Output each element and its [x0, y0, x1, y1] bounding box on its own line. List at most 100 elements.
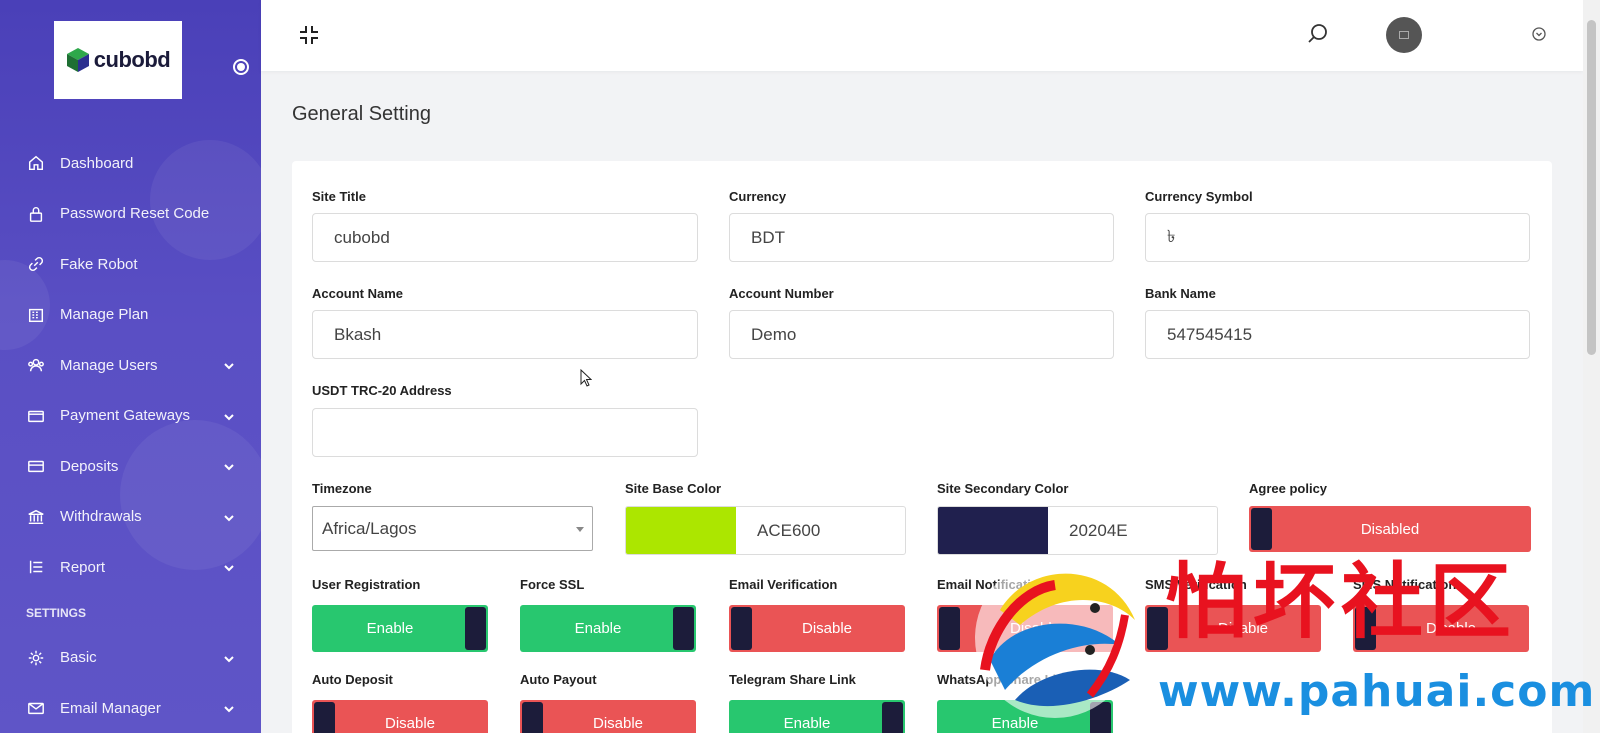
envelope-icon	[26, 698, 46, 718]
fullscreen-exit-icon[interactable]	[298, 24, 320, 46]
toggle-knob	[1251, 508, 1272, 550]
base-color-picker[interactable]: ACE600	[625, 506, 906, 555]
email-notification-toggle[interactable]: Disable	[937, 605, 1113, 652]
secondary-color-picker[interactable]: 20204E	[937, 506, 1218, 555]
sidebar-item-manage-users[interactable]: Manage Users	[0, 340, 261, 391]
email-verification-label: Email Verification	[729, 577, 838, 592]
sidebar-item-password-reset-code[interactable]: Password Reset Code	[0, 189, 261, 240]
sidebar-item-basic[interactable]: Basic	[0, 633, 261, 684]
gear-icon	[26, 648, 46, 668]
toggle-state-label: Disable	[384, 715, 436, 732]
chevron-down-icon[interactable]	[1532, 27, 1546, 41]
base-color-value[interactable]: ACE600	[757, 520, 821, 540]
usdt-address-input[interactable]	[312, 408, 698, 457]
user-registration-toggle[interactable]: Enable	[312, 605, 488, 652]
auto-deposit-label: Auto Deposit	[312, 672, 393, 687]
telegram-share-link-toggle[interactable]: Enable	[729, 700, 905, 733]
toggle-knob	[1147, 607, 1168, 650]
chevron-down-icon	[223, 511, 235, 523]
sidebar-item-withdrawals[interactable]: Withdrawals	[0, 492, 261, 543]
currency-symbol-input[interactable]	[1145, 213, 1530, 262]
brand-logo[interactable]: cubobd	[54, 21, 182, 99]
sidebar-item-payment-gateways[interactable]: Payment Gateways	[0, 391, 261, 442]
sidebar-item-label: Manage Plan	[60, 306, 149, 324]
sidebar-item-label: Password Reset Code	[60, 205, 210, 223]
toggle-knob	[731, 607, 752, 650]
user-registration-label: User Registration	[312, 577, 421, 592]
toggle-state-label: Disabled	[1360, 520, 1420, 538]
toggle-knob	[1355, 607, 1376, 650]
site-title-input[interactable]	[312, 213, 698, 262]
secondary-color-value[interactable]: 20204E	[1069, 520, 1128, 540]
toggle-state-label: Disable	[801, 620, 853, 637]
sidebar-item-dashboard[interactable]: Dashboard	[0, 138, 261, 189]
sidebar-item-label: Basic	[60, 649, 97, 667]
toggle-knob	[882, 702, 903, 733]
sidebar-section-heading: SETTINGS	[26, 605, 87, 620]
currency-symbol-label: Currency Symbol	[1145, 189, 1253, 204]
auto-payout-toggle[interactable]: Disable	[520, 700, 696, 733]
force-ssl-toggle[interactable]: Enable	[520, 605, 696, 652]
auto-payout-label: Auto Payout	[520, 672, 597, 687]
account-number-label: Account Number	[729, 286, 834, 301]
sms-verification-label: SMS Verification	[1145, 577, 1247, 592]
secondary-color-label: Site Secondary Color	[937, 481, 1069, 496]
scrollbar-thumb[interactable]	[1587, 20, 1596, 355]
currency-input[interactable]	[729, 213, 1114, 262]
sidebar-toggle-button[interactable]	[233, 59, 249, 75]
toggle-state-label: Enable	[991, 715, 1039, 732]
account-number-input[interactable]	[729, 310, 1114, 359]
account-name-label: Account Name	[312, 286, 404, 301]
sidebar-item-deposits[interactable]: Deposits	[0, 441, 261, 492]
agree-policy-toggle[interactable]: Disabled	[1249, 506, 1531, 552]
image-placeholder-icon	[1399, 31, 1409, 39]
users-icon	[26, 355, 46, 375]
page-scrollbar[interactable]	[1583, 0, 1600, 733]
toggle-knob	[522, 702, 543, 733]
link-icon	[26, 254, 46, 274]
toggle-knob	[673, 607, 694, 650]
sms-verification-toggle[interactable]: Disable	[1145, 605, 1321, 652]
secondary-color-swatch[interactable]	[938, 507, 1048, 554]
whatsapp-share-link-toggle[interactable]: Enable	[937, 700, 1113, 733]
brand-name: cubobd	[93, 47, 171, 72]
chevron-down-icon	[223, 359, 235, 371]
toggle-state-label: Enable	[366, 620, 414, 637]
bank-name-input[interactable]	[1145, 310, 1530, 359]
lock-icon	[26, 204, 46, 224]
sidebar-item-fake-robot[interactable]: Fake Robot	[0, 239, 261, 290]
agree-policy-label: Agree policy	[1249, 481, 1328, 496]
sms-notification-toggle[interactable]: Disable	[1353, 605, 1529, 652]
toggle-knob	[1090, 702, 1111, 733]
base-color-label: Site Base Color	[625, 481, 722, 496]
toggle-state-label: Disable	[1009, 620, 1061, 637]
avatar[interactable]	[1386, 17, 1422, 53]
whatsapp-share-link-label: WhatsApp Share Link	[937, 672, 1072, 687]
sidebar-nav: Dashboard Password Reset Code Fake Robot…	[0, 138, 261, 733]
base-color-swatch[interactable]	[626, 507, 736, 554]
toggle-state-label: Disable	[1425, 620, 1477, 637]
currency-label: Currency	[729, 189, 787, 204]
email-verification-toggle[interactable]: Disable	[729, 605, 905, 652]
telegram-share-link-label: Telegram Share Link	[729, 672, 856, 687]
sidebar-item-label: Payment Gateways	[60, 407, 191, 425]
auto-deposit-toggle[interactable]: Disable	[312, 700, 488, 733]
sms-notification-label: SMS Notification	[1353, 577, 1457, 592]
home-icon	[26, 153, 46, 173]
bank-icon	[26, 507, 46, 527]
email-notification-label: Email Notification	[937, 577, 1047, 592]
sidebar-item-label: Dashboard	[60, 154, 134, 172]
sidebar-item-manage-plan[interactable]: Manage Plan	[0, 290, 261, 341]
search-icon[interactable]	[1306, 22, 1330, 46]
sidebar-item-label: Deposits	[60, 457, 119, 475]
sidebar-item-email-manager[interactable]: Email Manager	[0, 683, 261, 733]
sidebar: cubobd Dashboard Password Reset Code Fak…	[0, 0, 261, 733]
timezone-select[interactable]: Africa/Lagos	[312, 506, 593, 551]
sidebar-item-report[interactable]: Report	[0, 542, 261, 593]
sidebar-item-label: Fake Robot	[60, 255, 138, 273]
cube-logo-icon	[66, 47, 90, 73]
mouse-cursor-icon	[580, 369, 592, 387]
force-ssl-label: Force SSL	[520, 577, 585, 592]
credit-card-icon	[26, 406, 46, 426]
account-name-input[interactable]	[312, 310, 698, 359]
